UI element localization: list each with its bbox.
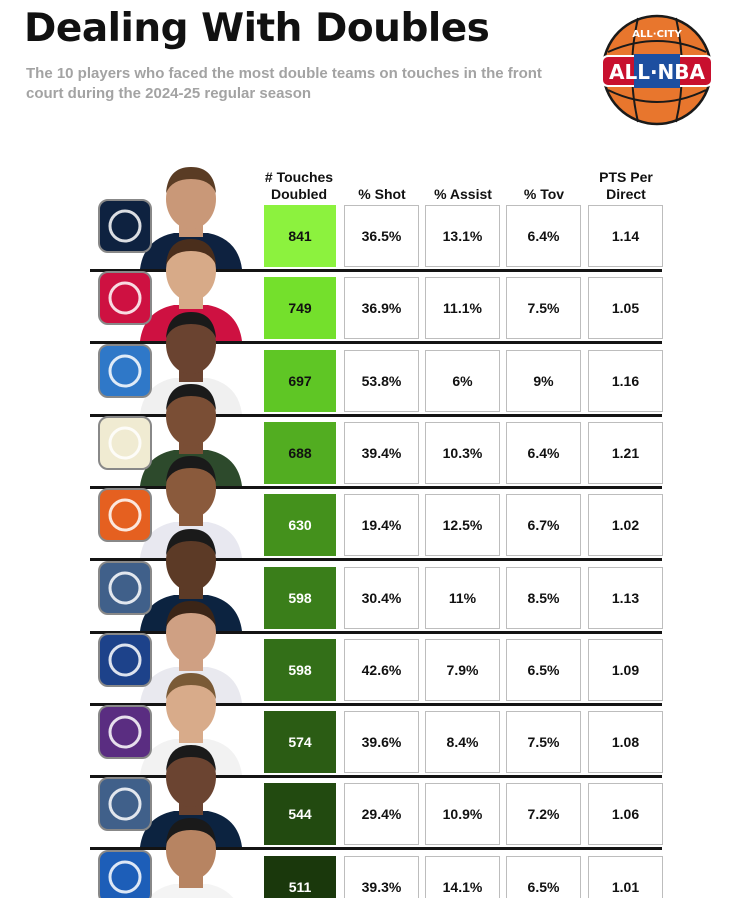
assist-cell: 7.9% <box>425 639 500 701</box>
assist-cell: 13.1% <box>425 205 500 267</box>
tov-cell: 6.5% <box>506 856 581 898</box>
touches-doubled-cell: 697 <box>264 350 336 412</box>
logo-main-text: ALL·NBA <box>609 60 706 84</box>
shot-cell: 19.4% <box>344 494 419 556</box>
header-pts: PTS Per Direct <box>599 169 653 202</box>
clippers-logo-icon <box>98 633 152 687</box>
touches-doubled-cell: 574 <box>264 711 336 773</box>
touches-doubled-cell: 598 <box>264 567 336 629</box>
tov-cell: 7.5% <box>506 711 581 773</box>
row-separator <box>90 558 662 561</box>
touches-doubled-cell: 544 <box>264 783 336 845</box>
touches-doubled-cell: 749 <box>264 277 336 339</box>
tov-cell: 8.5% <box>506 567 581 629</box>
knicks-logo-icon <box>98 344 152 398</box>
tov-cell: 6.7% <box>506 494 581 556</box>
shot-cell: 39.4% <box>344 422 419 484</box>
pts-cell: 1.02 <box>588 494 663 556</box>
row-separator <box>90 486 662 489</box>
touches-doubled-cell: 630 <box>264 494 336 556</box>
row-separator <box>90 341 662 344</box>
assist-cell: 12.5% <box>425 494 500 556</box>
pts-cell: 1.16 <box>588 350 663 412</box>
tov-cell: 9% <box>506 350 581 412</box>
tov-cell: 7.2% <box>506 783 581 845</box>
touches-doubled-cell: 841 <box>264 205 336 267</box>
pts-cell: 1.14 <box>588 205 663 267</box>
shot-cell: 42.6% <box>344 639 419 701</box>
player-headshot <box>126 810 256 898</box>
assist-cell: 6% <box>425 350 500 412</box>
chart-title: Dealing With Doubles <box>24 6 490 51</box>
assist-cell: 8.4% <box>425 711 500 773</box>
header-shot: % Shot <box>358 186 406 202</box>
player-headshot <box>126 521 256 631</box>
timberwolves-logo-icon <box>98 561 152 615</box>
tov-cell: 6.4% <box>506 422 581 484</box>
tov-cell: 7.5% <box>506 277 581 339</box>
pts-cell: 1.08 <box>588 711 663 773</box>
header-assist: % Assist <box>434 186 492 202</box>
shot-cell: 30.4% <box>344 567 419 629</box>
row-separator <box>90 703 662 706</box>
row-separator <box>90 631 662 634</box>
suns-logo-icon <box>98 488 152 542</box>
row-separator <box>90 847 662 850</box>
touches-doubled-cell: 598 <box>264 639 336 701</box>
row-separator <box>90 269 662 272</box>
pts-cell: 1.06 <box>588 783 663 845</box>
assist-cell: 10.9% <box>425 783 500 845</box>
nuggets-logo-icon <box>98 199 152 253</box>
header-tov: % Tov <box>523 186 565 202</box>
shot-cell: 53.8% <box>344 350 419 412</box>
logo-top-text: ALL·CITY <box>632 29 682 40</box>
shot-cell: 36.5% <box>344 205 419 267</box>
pts-cell: 1.01 <box>588 856 663 898</box>
pts-cell: 1.21 <box>588 422 663 484</box>
pistons-logo-icon <box>98 850 152 898</box>
pts-cell: 1.05 <box>588 277 663 339</box>
row-separator <box>90 775 662 778</box>
shot-cell: 39.3% <box>344 856 419 898</box>
tov-cell: 6.4% <box>506 205 581 267</box>
touches-doubled-cell: 688 <box>264 422 336 484</box>
tov-cell: 6.5% <box>506 639 581 701</box>
kings-logo-icon <box>98 705 152 759</box>
timberwolves-logo-icon <box>98 777 152 831</box>
row-separator <box>90 414 662 417</box>
pts-cell: 1.13 <box>588 567 663 629</box>
assist-cell: 11.1% <box>425 277 500 339</box>
shot-cell: 29.4% <box>344 783 419 845</box>
touches-doubled-cell: 511 <box>264 856 336 898</box>
assist-cell: 11% <box>425 567 500 629</box>
all-city-all-nba-logo: ALL·CITY ALL·NBA <box>598 10 716 126</box>
shot-cell: 39.6% <box>344 711 419 773</box>
header-touches: # Touches Doubled <box>264 169 334 202</box>
bucks-logo-icon <box>98 416 152 470</box>
assist-cell: 14.1% <box>425 856 500 898</box>
assist-cell: 10.3% <box>425 422 500 484</box>
rockets-logo-icon <box>98 271 152 325</box>
chart-subtitle: The 10 players who faced the most double… <box>26 65 542 102</box>
shot-cell: 36.9% <box>344 277 419 339</box>
pts-cell: 1.09 <box>588 639 663 701</box>
